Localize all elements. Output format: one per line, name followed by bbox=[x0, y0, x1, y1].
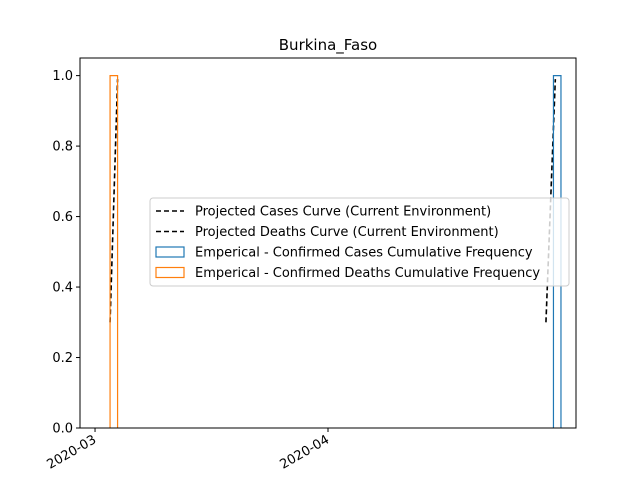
x-tick-label: 2020-04 bbox=[277, 432, 332, 472]
legend-label-3: Emperical - Confirmed Deaths Cumulative … bbox=[195, 266, 540, 281]
y-tick-label: 0.4 bbox=[52, 281, 73, 296]
legend-swatch-3 bbox=[155, 266, 185, 279]
y-tick-label: 0.0 bbox=[52, 422, 73, 437]
y-tick-label: 0.8 bbox=[52, 140, 73, 155]
y-tick-label: 0.6 bbox=[52, 210, 73, 225]
x-tick-label: 2020-03 bbox=[44, 432, 99, 472]
y-axis: 0.0 0.2 0.4 0.6 0.8 1.0 bbox=[52, 69, 80, 437]
legend: Projected Cases Curve (Current Environme… bbox=[149, 197, 570, 287]
legend-box bbox=[149, 197, 570, 287]
projected-line-1 bbox=[109, 79, 119, 323]
legend-label-1: Projected Deaths Curve (Current Environm… bbox=[195, 225, 499, 240]
legend-swatch-2 bbox=[155, 246, 185, 258]
histogram-bar-3-0 bbox=[109, 75, 119, 428]
legend-label-2: Emperical - Confirmed Cases Cumulative F… bbox=[195, 246, 533, 261]
legend-label-0: Projected Cases Curve (Current Environme… bbox=[195, 205, 491, 220]
y-tick-label: 0.2 bbox=[52, 351, 73, 366]
chart-title: Burkina_Faso bbox=[279, 36, 377, 55]
y-tick-label: 1.0 bbox=[52, 69, 73, 84]
x-axis: 2020-03 2020-04 bbox=[44, 428, 332, 473]
